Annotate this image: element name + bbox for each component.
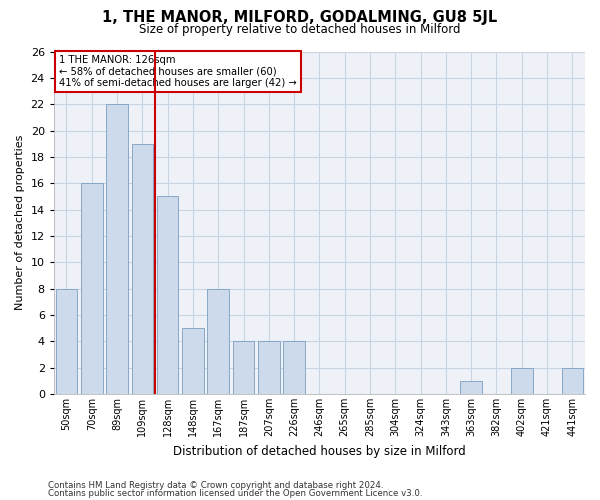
Bar xyxy=(131,144,153,394)
Bar xyxy=(233,342,254,394)
Bar xyxy=(157,196,178,394)
Bar xyxy=(81,183,103,394)
Bar xyxy=(562,368,583,394)
Bar xyxy=(106,104,128,394)
X-axis label: Distribution of detached houses by size in Milford: Distribution of detached houses by size … xyxy=(173,444,466,458)
Bar xyxy=(208,288,229,394)
Bar xyxy=(511,368,533,394)
Bar xyxy=(258,342,280,394)
Text: 1 THE MANOR: 126sqm
← 58% of detached houses are smaller (60)
41% of semi-detach: 1 THE MANOR: 126sqm ← 58% of detached ho… xyxy=(59,55,297,88)
Bar xyxy=(56,288,77,394)
Text: Size of property relative to detached houses in Milford: Size of property relative to detached ho… xyxy=(139,22,461,36)
Text: Contains public sector information licensed under the Open Government Licence v3: Contains public sector information licen… xyxy=(48,488,422,498)
Y-axis label: Number of detached properties: Number of detached properties xyxy=(15,135,25,310)
Bar xyxy=(460,381,482,394)
Text: 1, THE MANOR, MILFORD, GODALMING, GU8 5JL: 1, THE MANOR, MILFORD, GODALMING, GU8 5J… xyxy=(103,10,497,25)
Text: Contains HM Land Registry data © Crown copyright and database right 2024.: Contains HM Land Registry data © Crown c… xyxy=(48,481,383,490)
Bar xyxy=(182,328,203,394)
Bar xyxy=(283,342,305,394)
